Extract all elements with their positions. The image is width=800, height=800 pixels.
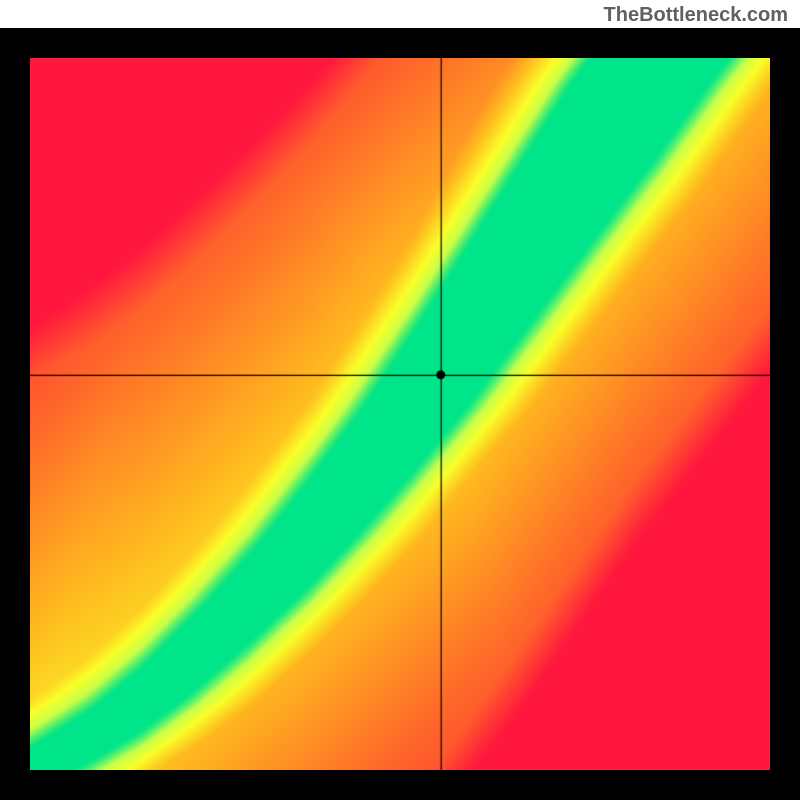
figure-wrapper: TheBottleneck.com <box>0 0 800 800</box>
heatmap-frame <box>0 28 800 800</box>
watermark-text: TheBottleneck.com <box>604 4 788 27</box>
crosshair-overlay <box>30 58 770 770</box>
